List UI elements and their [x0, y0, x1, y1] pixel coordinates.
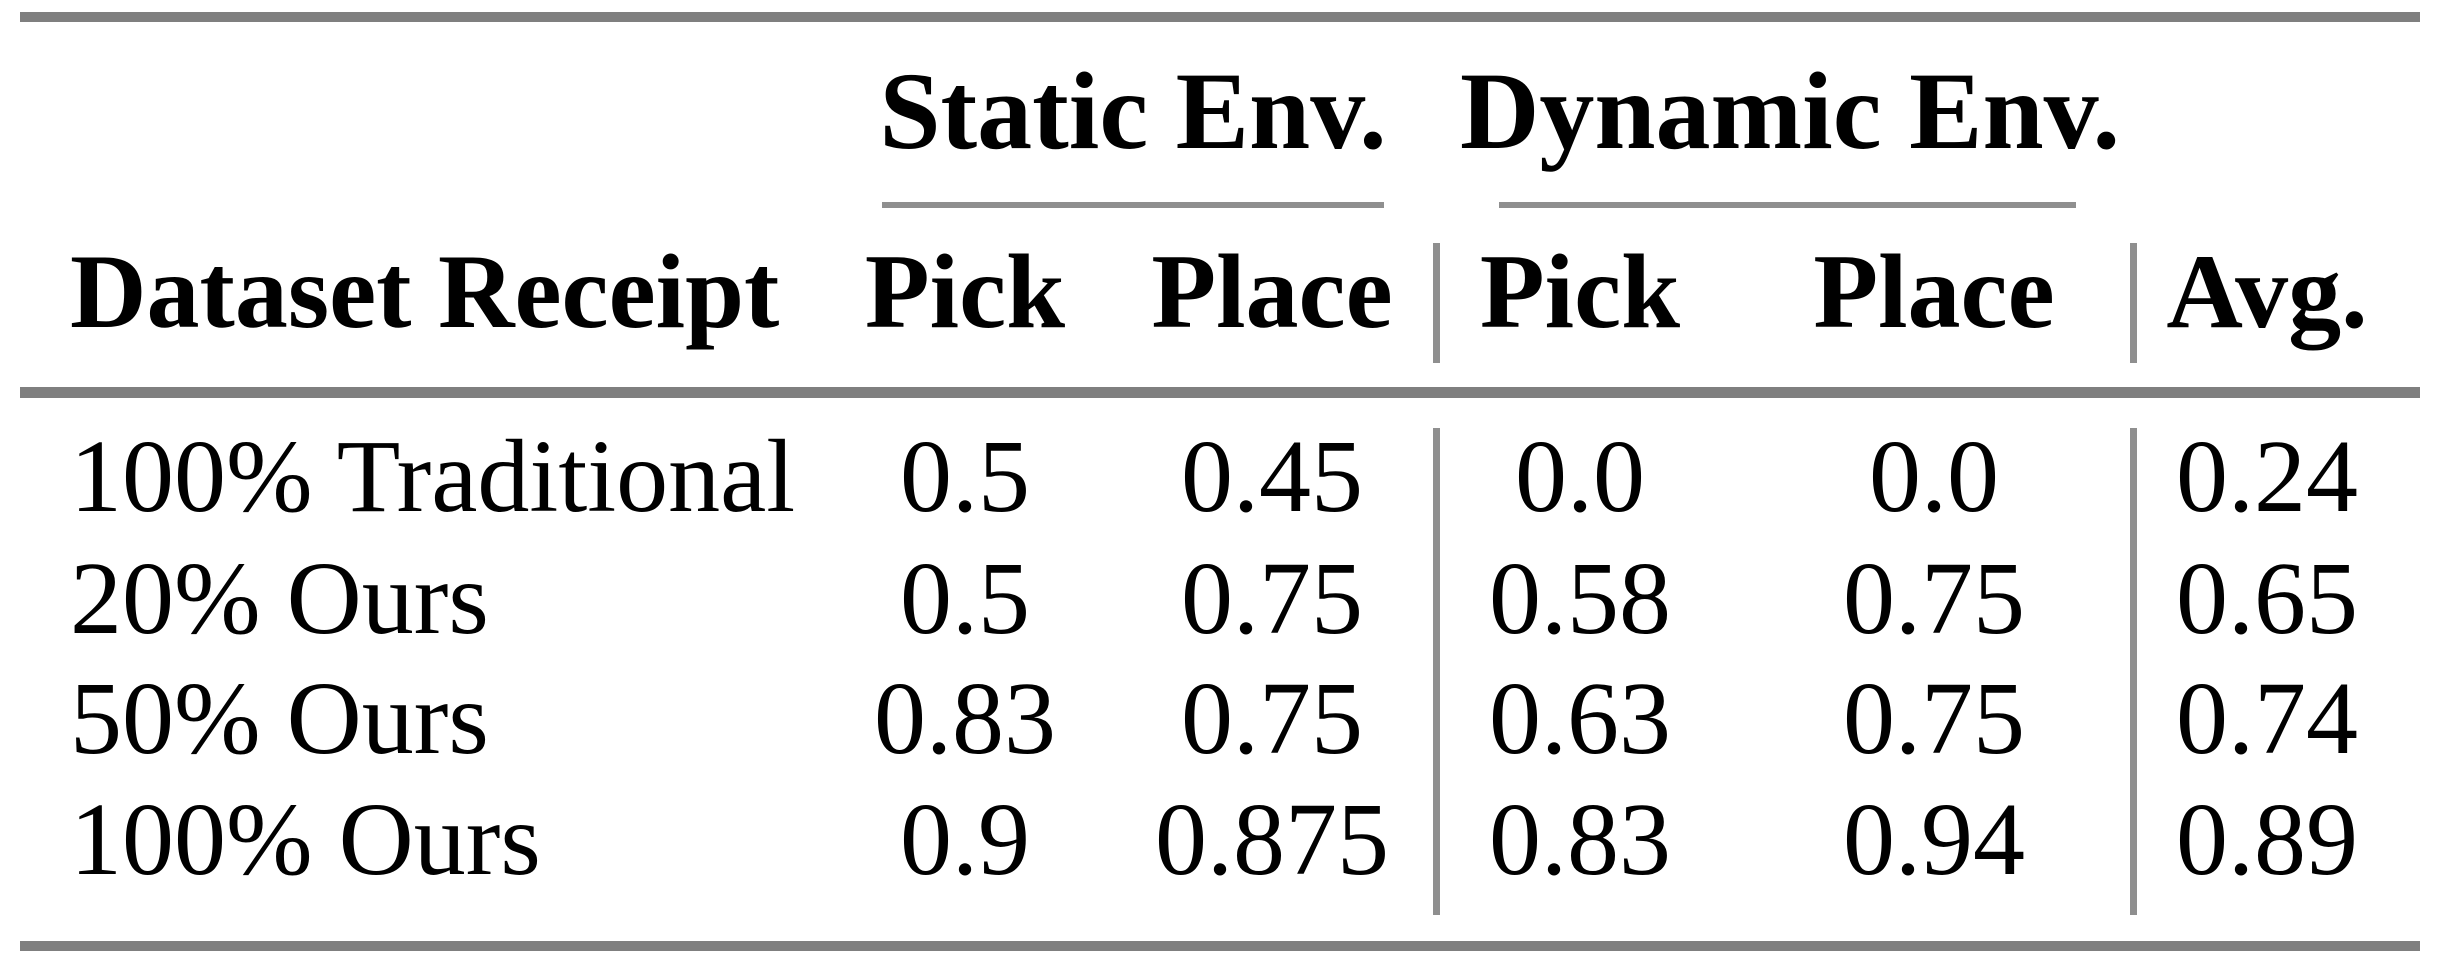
mid-rule [20, 387, 2420, 398]
col-header-dynamic-pick: Pick [1479, 233, 1681, 350]
cell-dynamic-pick: 0.0 [1515, 419, 1645, 534]
cell-dynamic-place: 0.75 [1843, 541, 2025, 656]
cell-dynamic-place: 0.75 [1843, 661, 2025, 776]
vertical-rule-2-body [2130, 428, 2137, 915]
cmidrule-static [882, 202, 1384, 208]
col-header-avg: Avg. [2166, 233, 2368, 350]
cell-static-place: 0.45 [1181, 419, 1363, 534]
vertical-rule-2-header [2130, 243, 2137, 363]
cell-dataset: 50% Ours [70, 661, 489, 776]
col-header-dataset-receipt: Dataset Receipt [70, 233, 780, 350]
cell-avg: 0.65 [2176, 541, 2358, 656]
cell-dataset: 100% Ours [70, 782, 541, 897]
cell-static-pick: 0.5 [900, 419, 1030, 534]
cell-dynamic-pick: 0.83 [1489, 782, 1671, 897]
cell-dynamic-place: 0.0 [1869, 419, 1999, 534]
cmidrule-dynamic [1499, 202, 2076, 208]
cell-avg: 0.24 [2176, 419, 2358, 534]
cell-dynamic-pick: 0.58 [1489, 541, 1671, 656]
cell-dynamic-place: 0.94 [1843, 782, 2025, 897]
vertical-rule-1-body [1433, 428, 1440, 915]
cell-dataset: 20% Ours [70, 541, 489, 656]
group-header-dynamic-env: Dynamic Env. [1459, 50, 2121, 172]
cell-dynamic-pick: 0.63 [1489, 661, 1671, 776]
cell-static-place: 0.875 [1155, 782, 1389, 897]
cell-static-place: 0.75 [1181, 541, 1363, 656]
cell-avg: 0.74 [2176, 661, 2358, 776]
col-header-static-pick: Pick [864, 233, 1066, 350]
cell-static-pick: 0.5 [900, 541, 1030, 656]
group-header-static-env: Static Env. [879, 50, 1387, 172]
cell-avg: 0.89 [2176, 782, 2358, 897]
cell-dataset: 100% Traditional [70, 419, 796, 534]
top-rule [20, 12, 2420, 22]
col-header-dynamic-place: Place [1813, 233, 2055, 350]
bottom-rule [20, 941, 2420, 951]
col-header-static-place: Place [1151, 233, 1393, 350]
cell-static-place: 0.75 [1181, 661, 1363, 776]
cell-static-pick: 0.83 [874, 661, 1056, 776]
vertical-rule-1-header [1433, 243, 1440, 363]
cell-static-pick: 0.9 [900, 782, 1030, 897]
